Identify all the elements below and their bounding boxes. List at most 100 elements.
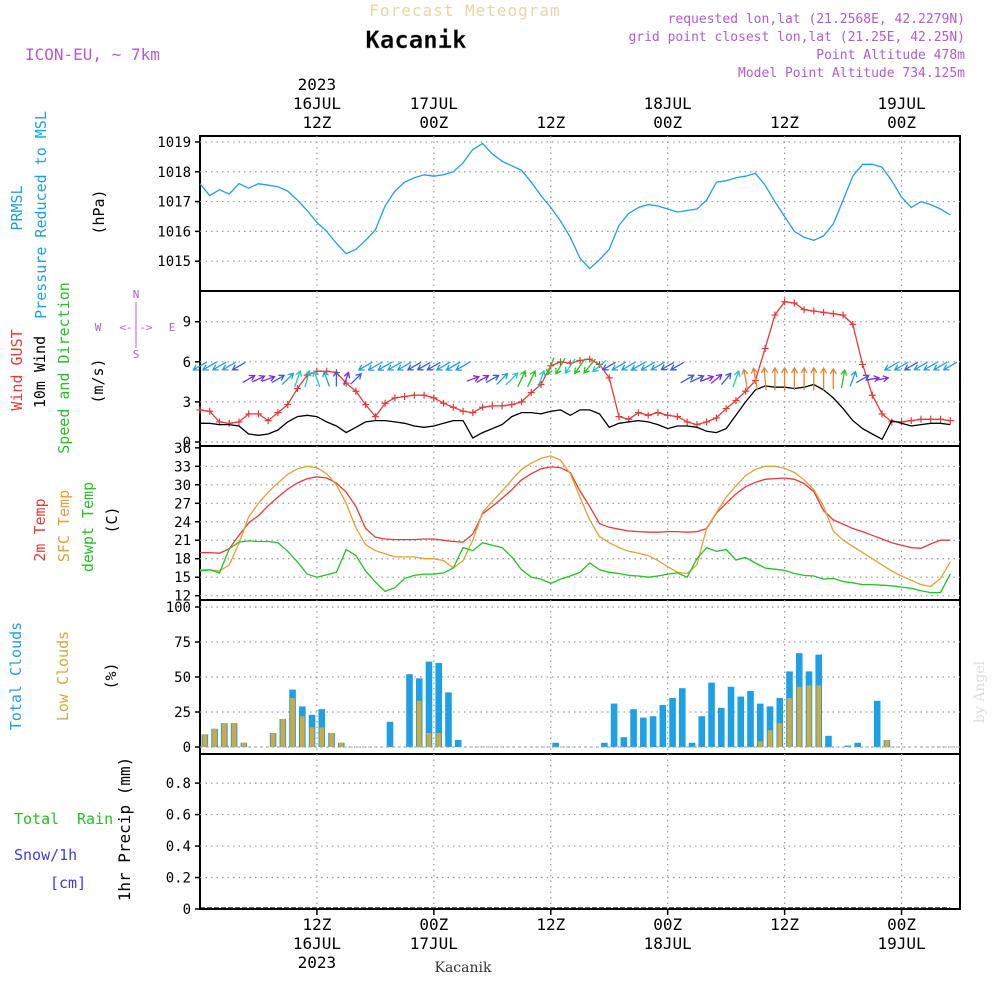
wind-compass: N <-|-> W E S [95, 288, 176, 361]
wind-arrow [281, 372, 295, 386]
wind-arrow [820, 366, 828, 390]
low-cloud-bar [290, 698, 295, 747]
wind-arrow [476, 374, 490, 383]
precipitation-ytick-label: 0.6 [166, 808, 191, 824]
dewpoint-line [199, 540, 951, 594]
wind-arrow [466, 375, 480, 382]
total-cloud-bar [386, 721, 394, 747]
gust-marker [859, 360, 867, 368]
ms-unit: (m/s) [89, 358, 107, 403]
wind-ytick-label: 3 [183, 395, 191, 411]
gust-marker [498, 402, 506, 410]
wind-arrow [689, 374, 705, 383]
total-cloud-bar [435, 663, 443, 747]
compass-e: E [169, 321, 176, 334]
hpa-unit: (hPa) [90, 189, 108, 234]
wind-arrow [591, 360, 607, 373]
wind-arrow [555, 357, 566, 375]
gust-marker [946, 417, 954, 425]
gust-marker [401, 393, 409, 401]
gust-marker [742, 387, 750, 395]
wind-arrow [699, 374, 715, 383]
bottom-time-label: 16JUL [293, 934, 341, 953]
top-time-label: 12Z [770, 113, 799, 132]
low-cloud-bar [202, 734, 208, 747]
wind-arrow [720, 372, 732, 386]
total-cloud-bar [708, 682, 715, 747]
wind-arrow [564, 358, 576, 375]
temperature-ytick-label: 33 [174, 459, 191, 475]
gust-marker [800, 306, 808, 314]
wind-arrow [781, 366, 789, 391]
low-cloud-bar [777, 723, 783, 747]
low-cloud-bar [426, 733, 432, 747]
temp-unit: (C) [103, 506, 121, 533]
wind-arrow [883, 361, 900, 371]
wind-arrow [875, 375, 890, 383]
gust-marker [849, 320, 857, 328]
total-cloud-bar [873, 700, 881, 747]
pressure-ytick-label: 1019 [157, 135, 191, 151]
low-cloud-bar [767, 730, 773, 747]
wind-arrow [426, 361, 441, 371]
top-time-label: 00Z [419, 113, 448, 132]
wind-arrow [583, 358, 596, 374]
footer-location: Kacanik [435, 960, 492, 976]
gust-marker [479, 403, 487, 411]
low-cloud-bar [280, 719, 286, 747]
gust-marker [225, 419, 233, 427]
gust-marker [761, 344, 769, 352]
gust-marker [654, 409, 662, 417]
temperature-ytick-label: 15 [174, 570, 191, 586]
gust-marker [352, 387, 360, 395]
total-cloud-bar [679, 688, 686, 747]
wind-arrow [485, 374, 500, 384]
wind-arrow [527, 369, 537, 388]
low-cloud-bar [309, 727, 315, 747]
total-clouds-label: Total Clouds [7, 622, 25, 730]
gust-marker [781, 298, 789, 306]
wind-arrow [367, 361, 383, 371]
low-cloud-bar [338, 742, 344, 747]
wind-arrow [810, 366, 818, 391]
gust-marker [605, 374, 613, 382]
wind-arrow [750, 367, 758, 390]
gust-marker [820, 308, 828, 316]
pressure-ytick-label: 1018 [157, 165, 191, 181]
top-time-label: 12Z [302, 113, 331, 132]
wind-arrow [942, 361, 958, 371]
wind-arrow [829, 367, 837, 390]
gust-marker [771, 311, 779, 319]
total-cloud-bar [649, 716, 657, 747]
wind-arrow [669, 361, 685, 371]
wind-arrow [800, 366, 808, 391]
wind-arrow [913, 361, 928, 371]
gust-marker [810, 307, 818, 315]
top-time-label: 12Z [536, 113, 565, 132]
wind-arrow [903, 361, 919, 371]
credit: by Angel [972, 660, 988, 723]
bottom-time-label: 19JUL [877, 934, 925, 953]
clouds-ytick-label: 75 [174, 635, 191, 651]
total-cloud-bar [620, 737, 628, 747]
gust-marker [440, 399, 448, 407]
wind-arrow [312, 369, 321, 388]
gust-marker [732, 397, 740, 405]
gust-marker [703, 418, 711, 426]
wind-arrow [435, 361, 451, 371]
top-time-label: 00Z [653, 113, 682, 132]
wind-arrow [271, 374, 286, 384]
bottom-time-label: 17JUL [410, 934, 458, 953]
precip-label: 1hr Precip (mm) [115, 757, 134, 902]
wind-arrow [416, 361, 431, 371]
precipitation-ytick-label: 0.8 [166, 776, 191, 792]
wind-arrow [211, 361, 227, 371]
wind-arrow [231, 361, 246, 371]
wind-arrow [620, 361, 636, 371]
gust-marker [586, 355, 594, 363]
wind-arrow [304, 369, 312, 388]
wind-arrow [932, 361, 948, 371]
gust-marker [410, 391, 418, 399]
total-cloud-bar [659, 705, 667, 747]
low-cloud-bar [884, 740, 890, 747]
